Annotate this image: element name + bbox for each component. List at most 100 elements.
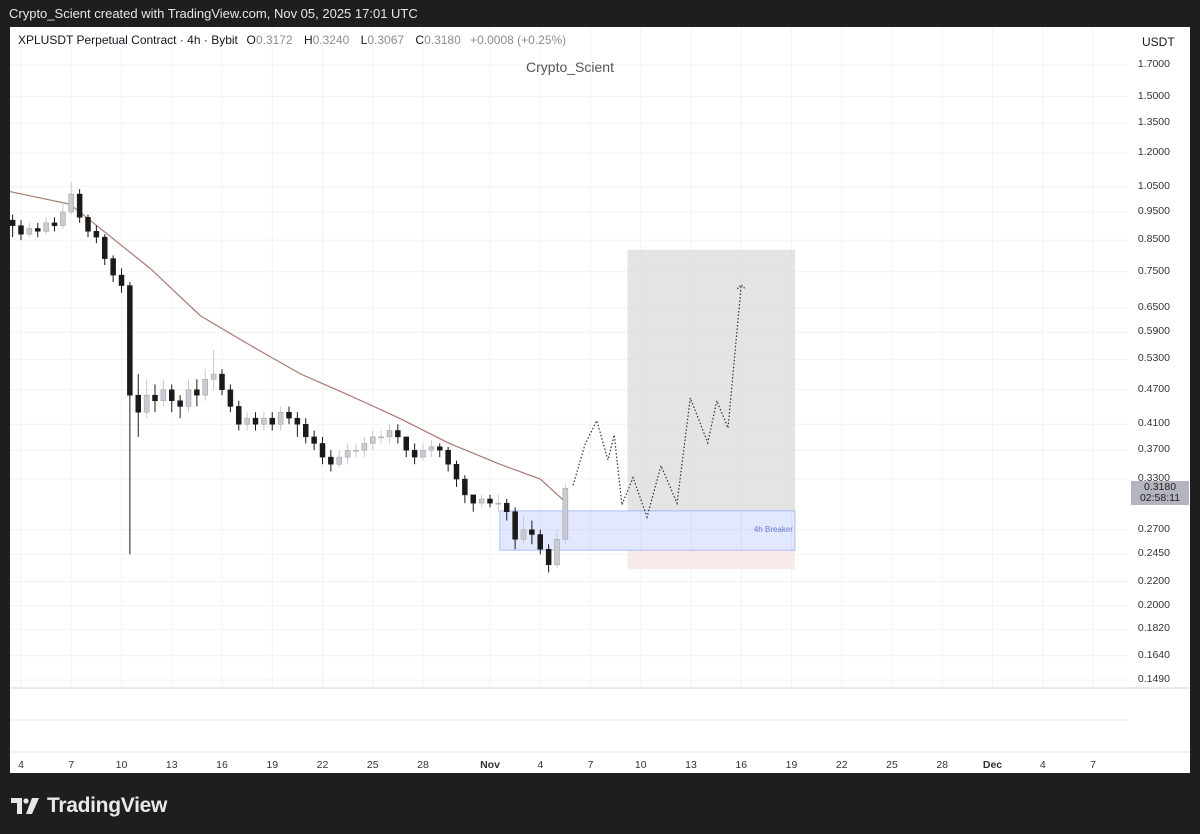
projection-arrow-icon	[736, 284, 746, 290]
price-tick-label: 0.2450	[1137, 547, 1170, 560]
time-tick-label: 25	[886, 759, 898, 771]
candle	[378, 436, 384, 439]
candle	[68, 193, 74, 213]
close-value: 0.3180	[424, 33, 461, 47]
time-tick-label: Nov	[480, 759, 500, 771]
open-label: O	[246, 33, 256, 47]
price-tick-label: 0.3700	[1137, 443, 1170, 456]
symbol-title: XPLUSDT Perpetual Contract · 4h · Bybit	[18, 33, 238, 47]
candle	[236, 406, 242, 425]
candle	[411, 449, 418, 458]
time-tick-label: 19	[266, 759, 279, 771]
candle	[470, 494, 476, 504]
candle	[294, 417, 301, 425]
position-stop-zone	[627, 550, 795, 570]
candle	[361, 443, 368, 451]
watermark: Crypto_Scient	[526, 59, 614, 75]
candle	[428, 446, 435, 451]
price-tick-label: 0.6500	[1137, 300, 1170, 313]
candle	[403, 436, 409, 451]
candle	[244, 417, 250, 425]
candle	[303, 424, 309, 438]
time-tick-label: 4	[1039, 759, 1046, 771]
candle	[18, 225, 24, 235]
time-tick-label: 10	[115, 759, 128, 771]
position-target-zone	[627, 249, 795, 511]
price-tick-label: 1.0500	[1137, 179, 1170, 192]
price-tick-label: 0.8500	[1137, 233, 1170, 246]
candle	[160, 389, 167, 401]
candle	[43, 222, 49, 232]
candle	[554, 539, 560, 566]
candle	[60, 211, 66, 226]
change-value: +0.0008 (+0.25%)	[470, 33, 567, 47]
open-value: 0.3172	[255, 33, 293, 47]
bar-countdown: 02:58:11	[1139, 492, 1181, 504]
candle	[386, 430, 393, 438]
currency-unit: USDT	[1142, 35, 1175, 49]
time-tick-label: 22	[835, 759, 848, 771]
price-tick-label: 0.2700	[1137, 522, 1170, 535]
brand-name: TradingView	[47, 794, 168, 817]
candle	[118, 274, 125, 286]
candle	[26, 228, 33, 235]
high-value: 0.3240	[312, 33, 350, 47]
symbol-legend: XPLUSDT Perpetual Contract · 4h · Bybit …	[18, 33, 572, 47]
candle	[537, 534, 543, 550]
low-label: L	[360, 33, 368, 47]
candle	[437, 446, 443, 451]
price-tick-label: 0.2200	[1137, 574, 1170, 587]
candle	[227, 389, 234, 407]
candle	[319, 443, 326, 458]
price-tick-label: 0.1490	[1137, 672, 1170, 685]
time-tick-label: 4	[18, 759, 24, 771]
candle	[219, 373, 225, 391]
time-tick-label: 4	[537, 759, 544, 771]
moving-average-line	[9, 190, 568, 504]
candle	[185, 389, 192, 407]
time-tick-label: 16	[735, 759, 748, 771]
price-tick-label: 0.5900	[1137, 325, 1170, 338]
time-tick-label: 7	[587, 759, 594, 771]
price-tick-label: 0.4100	[1137, 417, 1170, 430]
price-tick-label: 0.7500	[1137, 264, 1170, 277]
price-tick-label: 0.9500	[1137, 204, 1170, 217]
price-tick-label: 1.5000	[1137, 89, 1170, 102]
candle	[462, 478, 468, 496]
price-tick-label: 1.3500	[1137, 116, 1170, 129]
time-tick-label: 25	[366, 759, 379, 771]
candle	[261, 417, 267, 425]
candle	[76, 193, 83, 218]
time-tick-label: 28	[936, 759, 949, 771]
candle	[311, 436, 317, 444]
low-value: 0.3067	[367, 33, 405, 47]
time-tick-label: 10	[634, 759, 647, 771]
price-tick-label: 0.1640	[1137, 648, 1170, 661]
chart-credit: Crypto_Scient created with TradingView.c…	[9, 6, 418, 21]
time-tick-label: 16	[216, 759, 228, 771]
candle	[395, 430, 401, 438]
candle	[194, 389, 200, 396]
time-tick-label: Dec	[982, 759, 1003, 771]
candle	[445, 449, 451, 465]
candle	[370, 436, 376, 444]
candle	[328, 456, 334, 465]
price-tick-label: 0.1820	[1137, 622, 1170, 635]
time-tick-label: 22	[316, 759, 329, 771]
candle	[177, 400, 183, 407]
candle	[545, 548, 552, 566]
candle	[127, 285, 133, 396]
price-tick-label: 0.5300	[1137, 352, 1170, 365]
candle	[85, 217, 91, 232]
candle	[110, 258, 116, 276]
candle	[478, 498, 485, 504]
candle	[562, 488, 569, 540]
candle	[152, 394, 158, 401]
last-price-label: 0.3180 02:58:11	[1131, 481, 1189, 505]
chart-panel[interactable]	[10, 27, 1190, 773]
price-tick-label: 0.4700	[1137, 382, 1170, 395]
candle	[353, 449, 359, 452]
candle	[269, 417, 275, 425]
candle	[252, 417, 259, 425]
